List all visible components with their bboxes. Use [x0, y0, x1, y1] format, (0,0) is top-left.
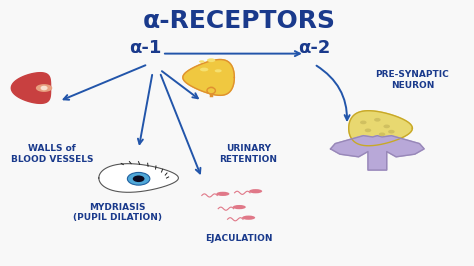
Text: MYDRIASIS
(PUPIL DILATION): MYDRIASIS (PUPIL DILATION) — [73, 203, 162, 222]
Circle shape — [374, 118, 381, 122]
Ellipse shape — [207, 88, 215, 94]
Ellipse shape — [215, 69, 222, 72]
Ellipse shape — [233, 205, 246, 209]
Ellipse shape — [207, 58, 215, 62]
Text: WALLS of
BLOOD VESSELS: WALLS of BLOOD VESSELS — [11, 144, 93, 164]
Ellipse shape — [199, 60, 205, 63]
Ellipse shape — [128, 172, 150, 185]
Polygon shape — [99, 164, 178, 192]
Polygon shape — [330, 136, 424, 170]
Text: α-2: α-2 — [298, 39, 330, 57]
Ellipse shape — [200, 68, 209, 71]
Polygon shape — [36, 85, 52, 91]
Text: α-1: α-1 — [129, 39, 162, 57]
Ellipse shape — [242, 215, 255, 220]
Circle shape — [388, 130, 395, 134]
Polygon shape — [183, 60, 234, 95]
Ellipse shape — [216, 192, 229, 196]
Polygon shape — [11, 73, 51, 103]
Text: PRE-SYNAPTIC
NEURON: PRE-SYNAPTIC NEURON — [375, 70, 449, 90]
Ellipse shape — [249, 189, 262, 193]
Circle shape — [379, 132, 385, 136]
Circle shape — [365, 128, 371, 132]
Text: URINARY
RETENTION: URINARY RETENTION — [219, 144, 278, 164]
Circle shape — [383, 124, 390, 128]
Text: EJACULATION: EJACULATION — [206, 234, 273, 243]
Text: α-RECEPTORS: α-RECEPTORS — [143, 9, 336, 33]
Polygon shape — [41, 86, 47, 90]
Polygon shape — [349, 111, 412, 146]
Ellipse shape — [133, 176, 145, 182]
Circle shape — [360, 120, 366, 124]
